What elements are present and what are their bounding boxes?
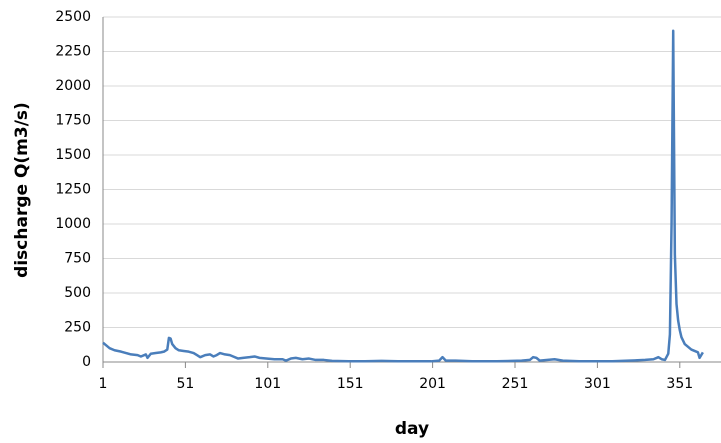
- data-line: [102, 29, 704, 363]
- y-tick-label: 1250: [55, 182, 91, 198]
- y-axis-label: discharge Q(m3/s): [12, 102, 32, 278]
- x-tick-label: 301: [584, 376, 611, 392]
- y-tick-label: 2000: [55, 78, 91, 94]
- y-tick-label: 2250: [55, 44, 91, 60]
- x-tick-label: 251: [502, 376, 529, 392]
- y-tick-label: 1750: [55, 113, 91, 129]
- x-tick-label: 351: [666, 376, 693, 392]
- x-tick-label: 101: [254, 376, 281, 392]
- x-tick-label: 151: [337, 376, 364, 392]
- y-tick-label: 2500: [55, 9, 91, 25]
- y-tick-label: 1500: [55, 147, 91, 163]
- y-tick-label: 0: [82, 354, 91, 370]
- y-tick-label: 1000: [55, 216, 91, 232]
- x-tick-label: 201: [419, 376, 446, 392]
- y-tick-label: 750: [64, 251, 91, 267]
- x-tick-label: 51: [176, 376, 194, 392]
- y-tick-label: 250: [64, 320, 91, 336]
- x-axis-label: day: [395, 419, 429, 439]
- x-tick-label: 1: [99, 376, 108, 392]
- y-tick-label: 500: [64, 285, 91, 301]
